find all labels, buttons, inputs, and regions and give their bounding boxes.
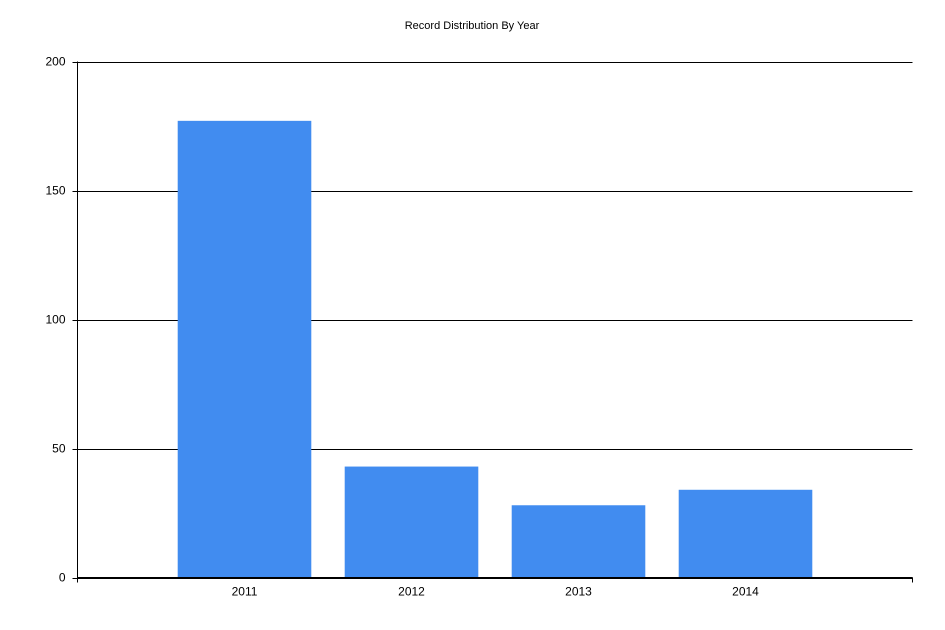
x-tick-label: 2011 [232, 585, 258, 599]
chart-title: Record Distribution By Year [405, 20, 540, 32]
x-tick-label: 2013 [565, 585, 592, 599]
bar [511, 505, 646, 578]
bar [344, 466, 479, 578]
x-tick-label: 2012 [398, 585, 425, 599]
y-tick-label: 150 [45, 184, 65, 198]
x-tick-label: 2014 [732, 585, 759, 599]
y-tick-label: 50 [52, 442, 66, 456]
y-tick-label: 100 [45, 313, 65, 327]
bar [177, 120, 312, 578]
y-tick-label: 200 [45, 55, 65, 69]
y-tick-label: 0 [59, 571, 66, 585]
bar [678, 489, 813, 578]
